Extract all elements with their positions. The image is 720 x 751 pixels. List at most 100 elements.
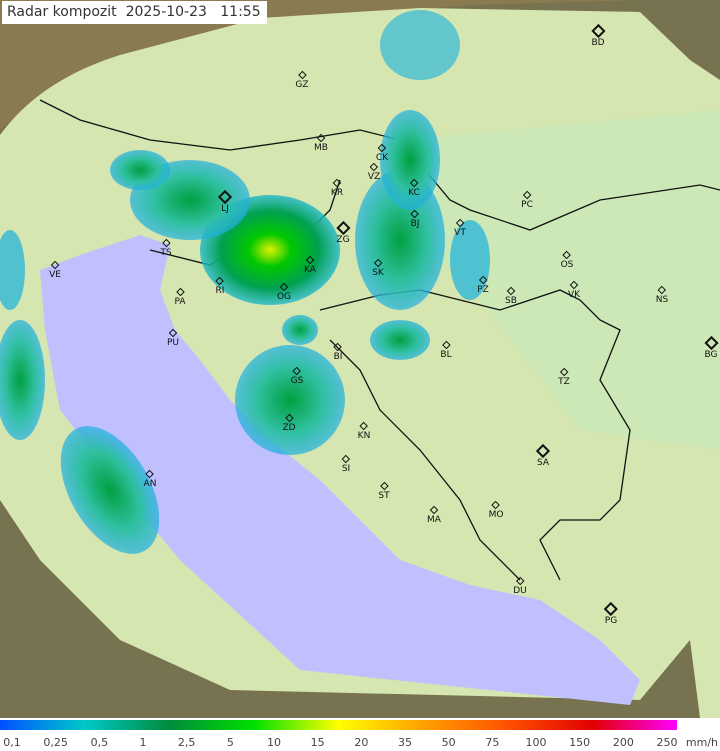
city-label: PC (521, 200, 533, 210)
legend-tick: 75 (485, 736, 500, 749)
city-diamond-icon (429, 505, 439, 515)
city-diamond-icon (506, 286, 516, 296)
city-sk: SK (372, 258, 384, 278)
city-diamond-icon (297, 70, 307, 80)
city-label: SK (372, 268, 384, 278)
city-label: VK (567, 290, 581, 300)
city-ma: MA (427, 505, 441, 525)
city-label: SB (505, 296, 517, 306)
city-bg: BG (703, 335, 719, 360)
city-diamond-icon (377, 143, 387, 153)
city-label: BG (704, 350, 718, 360)
legend-tick: 10 (267, 736, 281, 749)
legend-tick: 1 (139, 736, 147, 749)
city-diamond-icon (478, 275, 488, 285)
city-diamond-icon (215, 276, 225, 286)
city-pg: PG (603, 601, 619, 626)
legend-tick: 200 (612, 736, 634, 749)
city-label: BJ (410, 219, 420, 229)
city-diamond-icon (379, 481, 389, 491)
city-label: OG (276, 292, 292, 302)
city-si: SI (341, 454, 351, 474)
city-label: TS (160, 248, 172, 258)
city-diamond-icon (409, 178, 419, 188)
city-sb: SB (505, 286, 517, 306)
city-label: BD (591, 38, 605, 48)
city-st: ST (378, 481, 390, 501)
city-diamond-icon (145, 469, 155, 479)
city-label: NS (655, 295, 669, 305)
city-diamond-icon (50, 260, 60, 270)
city-gz: GZ (295, 70, 309, 90)
city-diamond-icon (535, 443, 551, 459)
legend-tick: 0,5 (90, 736, 109, 749)
legend-tick: 150 (569, 736, 591, 749)
city-ck: CK (375, 143, 389, 163)
city-diamond-icon (703, 335, 719, 351)
city-label: RI (215, 286, 225, 296)
city-label: TZ (558, 377, 570, 387)
city-diamond-icon (305, 255, 315, 265)
city-label: KN (357, 431, 371, 441)
city-pa: PA (174, 287, 186, 307)
city-kn: KN (357, 421, 371, 441)
city-bj: BJ (410, 209, 420, 229)
city-label: GS (290, 376, 304, 386)
city-diamond-icon (569, 280, 579, 290)
city-diamond-icon (359, 421, 369, 431)
legend-tick: 0,1 (3, 736, 21, 749)
city-diamond-icon (441, 340, 451, 350)
city-vz: VZ (367, 162, 381, 182)
city-diamond-icon (333, 342, 343, 352)
city-diamond-icon (316, 133, 326, 143)
city-diamond-icon (491, 500, 501, 510)
legend-tick: 20 (354, 736, 369, 749)
city-diamond-icon (559, 367, 569, 377)
city-os: OS (560, 250, 574, 270)
city-label: ZG (336, 235, 350, 245)
city-diamond-icon (373, 258, 383, 268)
legend-tick: 35 (398, 736, 412, 749)
city-zg: ZG (335, 220, 351, 245)
legend-tick: 15 (310, 736, 325, 749)
city-label: VT (454, 228, 466, 238)
city-label: KA (304, 265, 316, 275)
city-label: PZ (477, 285, 489, 295)
city-bl: BL (440, 340, 452, 360)
city-ts: TS (160, 238, 172, 258)
city-label: VZ (367, 172, 381, 182)
city-label: PA (174, 297, 186, 307)
city-pz: PZ (477, 275, 489, 295)
legend-tick: 5 (226, 736, 234, 749)
city-label: CK (375, 153, 389, 163)
city-diamond-icon (161, 238, 171, 248)
city-label: KR (330, 188, 344, 198)
city-diamond-icon (455, 218, 465, 228)
city-ka: KA (304, 255, 316, 275)
city-label: KC (408, 188, 420, 198)
city-ri: RI (215, 276, 225, 296)
precipitation (0, 10, 490, 554)
radar-map[interactable] (0, 0, 720, 718)
city-label: OS (560, 260, 574, 270)
city-pu: PU (166, 328, 180, 348)
legend-unit: mm/h (685, 736, 718, 749)
city-label: PU (166, 338, 180, 348)
city-label: MA (427, 515, 441, 525)
legend-tick: 50 (441, 736, 456, 749)
city-label: DU (513, 586, 527, 596)
city-diamond-icon (369, 162, 379, 172)
city-og: OG (276, 282, 292, 302)
legend-tick: 100 (525, 736, 547, 749)
city-label: SA (536, 458, 550, 468)
city-label: ST (378, 491, 390, 501)
city-label: VE (49, 270, 61, 280)
city-diamond-icon (522, 190, 532, 200)
legend: 0,1 0,25 0,5 1 2,5 5 10 15 20 35 50 75 100 150 200 250 … (0, 718, 720, 751)
city-sa: SA (535, 443, 551, 468)
city-label: PG (604, 616, 618, 626)
city-du: DU (513, 576, 527, 596)
city-label: ZD (282, 423, 296, 433)
map-title: Radar kompozit 2025-10-23 11:55 (2, 1, 267, 24)
city-label: BI (333, 352, 343, 362)
